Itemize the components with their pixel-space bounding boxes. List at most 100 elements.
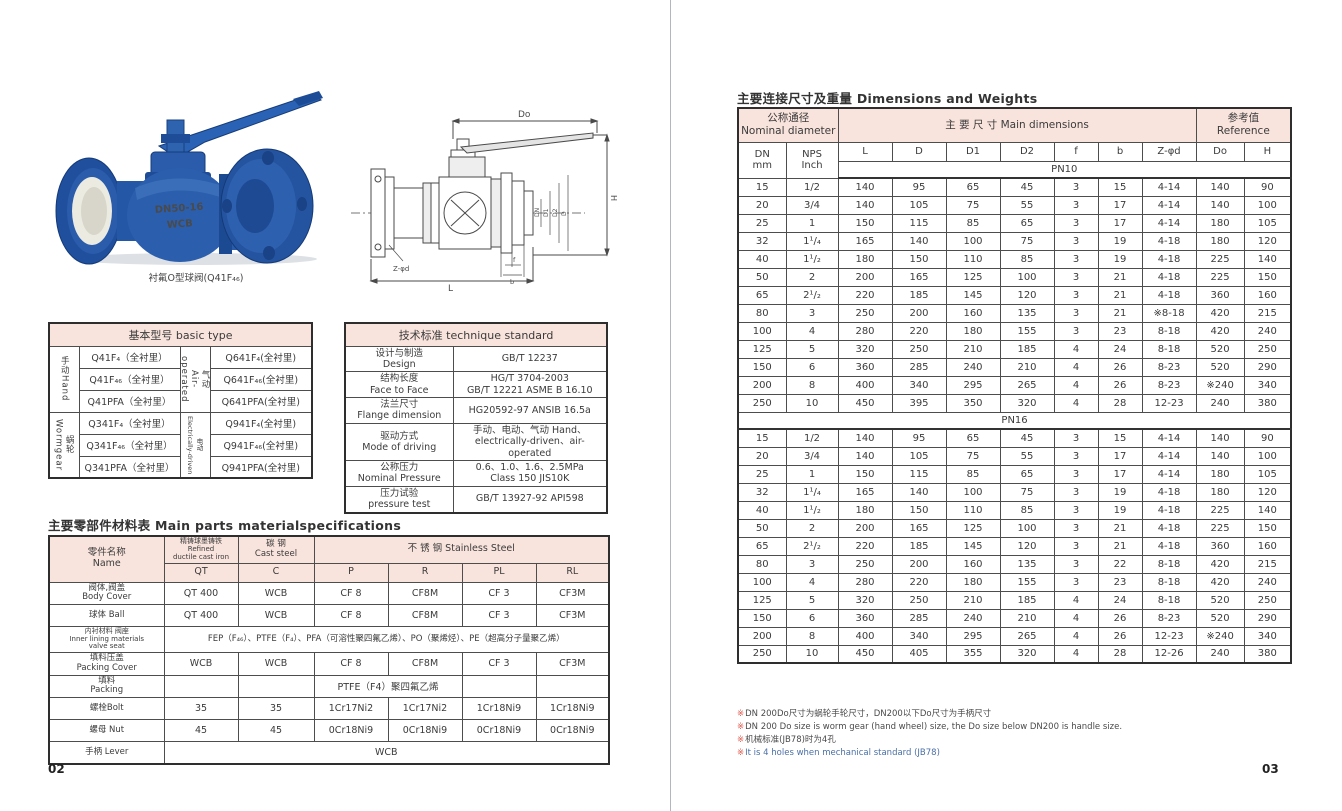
drive-label-hand: 手动Hand — [48, 345, 80, 413]
table-cell: 140 — [1195, 446, 1245, 466]
table-cell: 285 — [891, 357, 947, 377]
table-cell: 400 — [837, 375, 893, 395]
footnote-mark: ※ — [737, 748, 745, 758]
table-cell: 100 — [737, 321, 787, 341]
table-cell: 225 — [1195, 249, 1245, 269]
table-cell: 4-18 — [1141, 231, 1197, 251]
table-cell: 420 — [1195, 572, 1245, 592]
drive-label-air: 气动 Air-operated — [179, 345, 211, 413]
dimensions-title: 主要连接尺寸及重量 Dimensions and Weights — [737, 91, 1038, 106]
table-row: 15 1/2 140 95 65 45 3 15 4-14 140 90 — [737, 428, 1292, 448]
table-cell: CF 8 — [313, 604, 389, 628]
table-row: 65 2¹/₂ 220 185 145 120 3 21 4-18 360 160 — [737, 285, 1292, 305]
table-row: 螺栓Bolt 35 35 1Cr17Ni2 1Cr17Ni2 1Cr18Ni9 … — [48, 697, 610, 721]
table-cell: 0Cr18Ni9 — [461, 719, 537, 743]
table-cell: 26 — [1097, 626, 1143, 646]
table-cell: 65 — [945, 177, 1001, 197]
model-cell: Q941F₄(全衬里) — [209, 411, 313, 435]
model-cell: Q641F₄(全衬里) — [209, 345, 313, 369]
table-cell: 135 — [999, 554, 1055, 574]
table-cell: 8-18 — [1141, 554, 1197, 574]
table-cell: 150 — [1243, 518, 1292, 538]
table-cell: 150 — [891, 500, 947, 520]
table-cell: CF3M — [535, 604, 610, 628]
table-cell: 3/4 — [785, 446, 839, 466]
pn16-band: PN16 — [737, 411, 1292, 430]
table-cell: 23 — [1097, 321, 1143, 341]
table-cell: 140 — [837, 446, 893, 466]
materials-group-caststeel: 碳 钢 Cast steel — [237, 535, 315, 564]
table-cell: 45 — [999, 428, 1055, 448]
table-cell: 8-23 — [1141, 357, 1197, 377]
model-cell: Q41PFA（全衬里） — [78, 389, 181, 413]
table-cell: 185 — [891, 285, 947, 305]
table-cell: 165 — [891, 267, 947, 287]
table-cell: 180 — [837, 500, 893, 520]
table-cell: 3 — [1053, 500, 1099, 520]
tech-label: 驱动方式 Mode of driving — [344, 422, 454, 462]
table-cell: 4 — [785, 572, 839, 592]
table-cell: 295 — [945, 626, 1001, 646]
table-cell: 3 — [1053, 213, 1099, 233]
materials-col: C — [237, 562, 315, 583]
table-cell: 10 — [785, 644, 839, 664]
table-row: 手柄 Lever WCB — [48, 741, 610, 765]
table-cell: 160 — [945, 554, 1001, 574]
table-cell: 240 — [945, 357, 1001, 377]
table-cell: 520 — [1195, 590, 1245, 610]
table-cell: 420 — [1195, 321, 1245, 341]
table-row: 球体 Ball QT 400 WCB CF 8 CF8M CF 3 CF3M — [48, 604, 610, 628]
footnote-line: ※DN 200 Do size is worm gear (hand wheel… — [737, 722, 1123, 732]
valve-cast-text-material: WCB — [166, 218, 193, 231]
table-cell: 0Cr18Ni9 — [387, 719, 463, 743]
table-row: 125 5 320 250 210 185 4 24 8-18 520 250 — [737, 590, 1292, 610]
table-cell: 220 — [837, 536, 893, 556]
table-cell: 215 — [1243, 303, 1292, 323]
technique-standard-table: 技术标准 technique standard 设计与制造 Design GB/… — [344, 322, 609, 514]
table-row: 20 3/4 140 105 75 55 3 17 4-14 140 100 — [737, 195, 1292, 215]
table-cell: 180 — [837, 249, 893, 269]
table-cell: 3 — [1053, 285, 1099, 305]
table-cell: 45 — [237, 719, 315, 743]
table-cell: PTFE（F4）聚四氟乙烯 — [313, 674, 463, 699]
table-cell: 80 — [737, 554, 787, 574]
table-cell: 4 — [1053, 608, 1099, 628]
table-cell: 3 — [1053, 249, 1099, 269]
table-cell: 120 — [1243, 231, 1292, 251]
table-row: 阀体,阀盖 Body Cover QT 400 WCB CF 8 CF8M CF… — [48, 581, 610, 606]
table-cell: 210 — [999, 357, 1055, 377]
table-cell: 1¹/₂ — [785, 249, 839, 269]
table-cell: 4-14 — [1141, 464, 1197, 484]
table-cell: CF 8 — [313, 581, 389, 606]
table-cell: 320 — [999, 644, 1055, 664]
table-cell: 240 — [1195, 644, 1245, 664]
table-cell: 3 — [785, 554, 839, 574]
table-cell: 17 — [1097, 446, 1143, 466]
table-cell: CF3M — [535, 581, 610, 606]
table-cell: 210 — [945, 339, 1001, 359]
table-cell: 160 — [945, 303, 1001, 323]
table-cell: 250 — [737, 644, 787, 664]
dim-label-d: D — [561, 211, 568, 216]
table-cell: 8-18 — [1141, 321, 1197, 341]
table-row: 100 4 280 220 180 155 3 23 8-18 420 240 — [737, 572, 1292, 592]
table-cell: 5 — [785, 590, 839, 610]
tech-value: 手动、电动、气动 Hand、 electrically-driven、air-o… — [452, 422, 608, 462]
table-cell: 21 — [1097, 285, 1143, 305]
table-cell: 160 — [1243, 285, 1292, 305]
col-zphid: Z-φd — [1141, 141, 1197, 162]
table-cell: 265 — [999, 375, 1055, 395]
table-row: 80 3 250 200 160 135 3 22 8-18 420 215 — [737, 554, 1292, 574]
table-cell: 26 — [1097, 357, 1143, 377]
table-cell: 100 — [1243, 446, 1292, 466]
table-cell: 105 — [891, 195, 947, 215]
table-cell: 150 — [737, 608, 787, 628]
table-cell: 4-14 — [1141, 446, 1197, 466]
table-cell: 4-18 — [1141, 482, 1197, 502]
table-cell: ※8-18 — [1141, 303, 1197, 323]
table-cell: 3 — [1053, 572, 1099, 592]
table-cell: 28 — [1097, 393, 1143, 413]
part-name: 球体 Ball — [48, 604, 165, 628]
pn16-body: 15 1/2 140 95 65 45 3 15 4-14 140 90 20 3/4 140 105 75 5… — [737, 428, 1292, 664]
